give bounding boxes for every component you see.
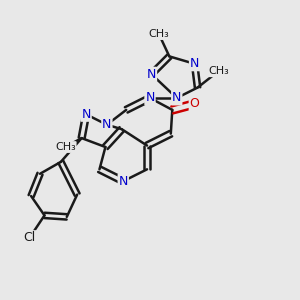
Text: O: O — [190, 98, 200, 110]
Text: N: N — [145, 92, 155, 104]
Text: N: N — [118, 175, 128, 188]
Text: CH₃: CH₃ — [208, 66, 229, 76]
Text: CH₃: CH₃ — [55, 142, 76, 152]
Text: N: N — [172, 92, 182, 104]
Text: Cl: Cl — [23, 231, 36, 244]
Text: N: N — [102, 118, 112, 131]
Text: N: N — [147, 68, 156, 81]
Text: N: N — [81, 108, 91, 121]
Text: CH₃: CH₃ — [148, 29, 169, 39]
Text: N: N — [190, 57, 199, 70]
